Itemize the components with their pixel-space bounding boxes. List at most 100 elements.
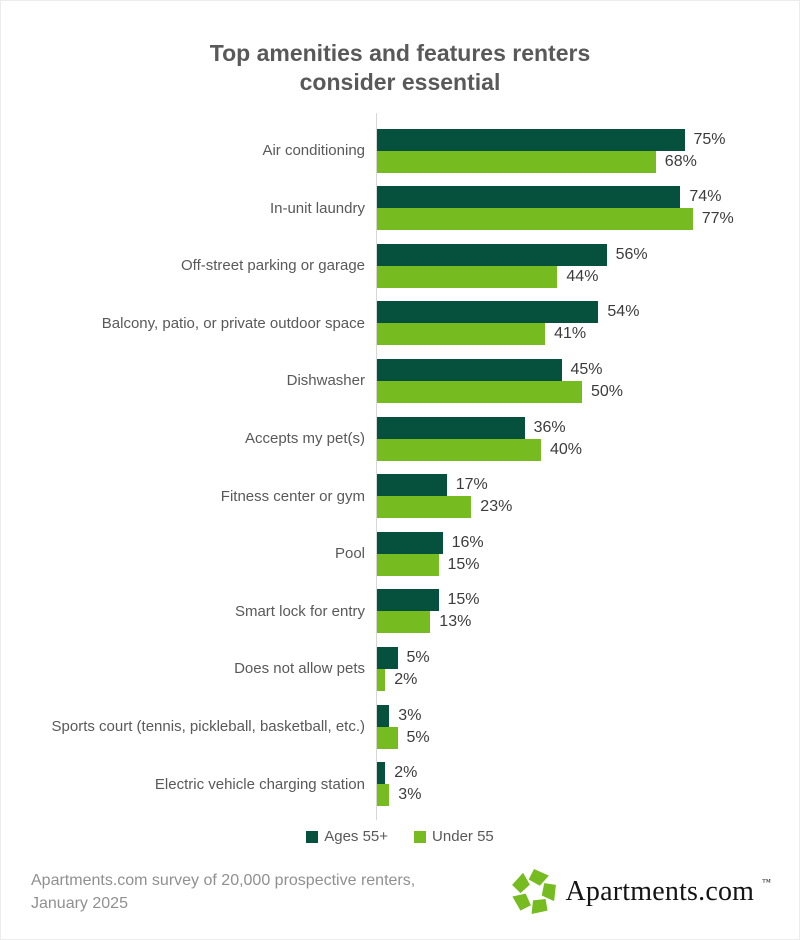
bar-ages-55 bbox=[377, 589, 439, 612]
chart-row: Balcony, patio, or private outdoor space… bbox=[31, 295, 771, 353]
legend-item-under-55: Under 55 bbox=[414, 828, 494, 845]
bar-under-55 bbox=[377, 611, 431, 634]
value-label: 17% bbox=[455, 476, 488, 494]
bar-group: 74% 77% bbox=[377, 186, 734, 231]
bar-under-55 bbox=[377, 784, 390, 807]
bar-line: 75% bbox=[377, 128, 726, 151]
bar-ages-55 bbox=[377, 243, 607, 266]
bar-line: 15% bbox=[377, 553, 484, 576]
bar-group: 16% 15% bbox=[377, 531, 484, 576]
value-label: 68% bbox=[664, 152, 697, 170]
legend-label-under-55: Under 55 bbox=[432, 828, 494, 845]
bar-chart: Air conditioning 75% 68% In-unit laundry 74%… bbox=[31, 112, 771, 820]
bar-group: 15% 13% bbox=[377, 589, 480, 634]
value-label: 13% bbox=[439, 613, 472, 631]
bar-line: 68% bbox=[377, 150, 726, 173]
bar-line: 41% bbox=[377, 323, 639, 346]
chart-row: Dishwasher 45% 50% bbox=[31, 352, 771, 410]
bar-under-55 bbox=[377, 323, 546, 346]
value-label: 16% bbox=[451, 533, 484, 551]
bar-under-55 bbox=[377, 726, 398, 749]
bar-ages-55 bbox=[377, 128, 685, 151]
bar-group: 45% 50% bbox=[377, 359, 623, 404]
category-label: Sports court (tennis, pickleball, basket… bbox=[51, 717, 365, 735]
bar-ages-55 bbox=[377, 704, 390, 727]
chart-row: Sports court (tennis, pickleball, basket… bbox=[31, 698, 771, 756]
bar-line: 56% bbox=[377, 243, 648, 266]
footer: Apartments.com survey of 20,000 prospect… bbox=[31, 867, 771, 917]
value-label: 54% bbox=[607, 303, 640, 321]
value-label: 5% bbox=[406, 649, 430, 667]
bar-line: 50% bbox=[377, 381, 623, 404]
bar-line: 74% bbox=[377, 186, 734, 209]
category-label: Dishwasher bbox=[286, 372, 365, 390]
value-label: 45% bbox=[570, 361, 603, 379]
bar-line: 3% bbox=[377, 784, 422, 807]
bar-line: 15% bbox=[377, 589, 480, 612]
chart-title-line-1: Top amenities and features renters bbox=[209, 40, 591, 66]
chart-row: Electric vehicle charging station 2% 3% bbox=[31, 755, 771, 813]
bar-line: 44% bbox=[377, 265, 648, 288]
bar-line: 2% bbox=[377, 762, 421, 785]
category-label: Off-street parking or garage bbox=[181, 257, 365, 275]
chart-title: Top amenities and features renters consid… bbox=[1, 39, 799, 98]
value-label: 2% bbox=[394, 671, 418, 689]
value-label: 36% bbox=[533, 418, 566, 436]
bar-group: 3% 5% bbox=[377, 704, 430, 749]
value-label: 2% bbox=[394, 764, 418, 782]
chart-row: Accepts my pet(s) 36% 40% bbox=[31, 410, 771, 468]
value-label: 15% bbox=[447, 591, 480, 609]
bar-ages-55 bbox=[377, 186, 681, 209]
category-label: Accepts my pet(s) bbox=[244, 430, 365, 448]
bar-line: 23% bbox=[377, 496, 513, 519]
value-label: 3% bbox=[398, 706, 422, 724]
apartments-pinwheel-icon bbox=[511, 868, 556, 914]
bar-line: 5% bbox=[377, 647, 430, 670]
category-label: Air conditioning bbox=[262, 142, 365, 160]
bar-ages-55 bbox=[377, 647, 398, 670]
legend-swatch-ages-55plus bbox=[306, 830, 319, 843]
bar-ages-55 bbox=[377, 359, 562, 382]
bar-line: 77% bbox=[377, 208, 734, 231]
value-label: 5% bbox=[406, 728, 430, 746]
category-label: In-unit laundry bbox=[269, 199, 365, 217]
bar-group: 75% 68% bbox=[377, 128, 726, 173]
category-label: Pool bbox=[334, 545, 365, 563]
category-label: Electric vehicle charging station bbox=[154, 775, 365, 793]
bar-group: 56% 44% bbox=[377, 243, 648, 288]
category-label: Smart lock for entry bbox=[234, 602, 365, 620]
bar-under-55 bbox=[377, 553, 439, 576]
bar-line: 45% bbox=[377, 359, 623, 382]
axis-line bbox=[376, 112, 377, 820]
legend-label-ages-55plus: Ages 55+ bbox=[324, 828, 389, 845]
value-label: 56% bbox=[615, 245, 648, 263]
bar-line: 2% bbox=[377, 669, 430, 692]
bar-line: 16% bbox=[377, 531, 484, 554]
category-label: Does not allow pets bbox=[234, 660, 365, 678]
value-label: 44% bbox=[566, 267, 599, 285]
category-label: Fitness center or gym bbox=[220, 487, 365, 505]
bar-under-55 bbox=[377, 381, 582, 404]
bar-under-55 bbox=[377, 438, 541, 461]
bar-line: 5% bbox=[377, 726, 430, 749]
bar-under-55 bbox=[377, 208, 693, 231]
apartments-logo-text: Apartments.com bbox=[565, 876, 755, 907]
chart-row: In-unit laundry 74% 77% bbox=[31, 179, 771, 237]
source-note-line-2: January 2025 bbox=[31, 895, 128, 912]
chart-row: Pool 16% 15% bbox=[31, 525, 771, 583]
value-label: 74% bbox=[689, 188, 722, 206]
bar-line: 40% bbox=[377, 438, 582, 461]
bar-ages-55 bbox=[377, 474, 447, 497]
bar-group: 54% 41% bbox=[377, 301, 640, 346]
legend-swatch-under-55 bbox=[414, 830, 427, 843]
bar-under-55 bbox=[377, 669, 386, 692]
value-label: 15% bbox=[447, 555, 480, 573]
bar-ages-55 bbox=[377, 762, 386, 785]
value-label: 23% bbox=[480, 498, 513, 516]
source-note-line-1: Apartments.com survey of 20,000 prospect… bbox=[31, 871, 416, 889]
bar-group: 5% 2% bbox=[377, 647, 430, 692]
value-label: 3% bbox=[398, 786, 422, 804]
legend-item-ages-55plus: Ages 55+ bbox=[306, 828, 388, 845]
chart-row: Fitness center or gym 17% 23% bbox=[31, 467, 771, 525]
